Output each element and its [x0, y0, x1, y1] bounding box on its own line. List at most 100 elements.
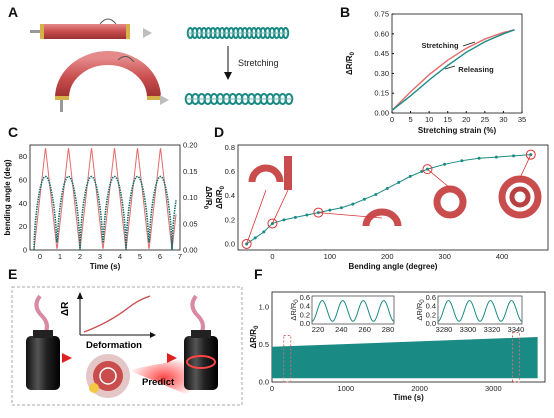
chart-d-point: [328, 208, 332, 212]
chart-c-xtick: 0: [38, 252, 42, 261]
chart-d-ytick: 0.6: [225, 167, 235, 176]
chart-b-xtick: 20: [462, 115, 470, 124]
panel-a-coil-top: [186, 27, 290, 39]
panel-a-stretch-arrow: [224, 46, 232, 80]
chart-b-xtick: 35: [518, 115, 526, 124]
chart-d-point: [362, 197, 366, 201]
chart-c-xtick: 2: [78, 252, 82, 261]
chart-d-fiber-coil-outer: [498, 175, 542, 219]
chart-f: 0 1000 2000 3000 0.0 0.5 1.0 Time (s) ΔR/R0 220 24…: [249, 291, 546, 402]
chart-d-fiber-loop: [433, 185, 467, 219]
chart-f-inset-frame: [311, 295, 395, 325]
chart-f-inset-frame: [437, 295, 523, 325]
chart-c: 0 1 2 3 4 5 6 7 0 20 40 60 80 0.00 0.05 0.10 0.15 0.20 Tim…: [3, 141, 213, 272]
panel-e-letter: E: [8, 266, 17, 282]
chart-f-ylabel: ΔR/R0: [249, 325, 260, 349]
chart-f-xtick: 2000: [411, 384, 428, 393]
chart-f-inset-ytick: 0.6: [300, 293, 310, 302]
chart-f-inset-ytick: 0.4: [300, 302, 310, 311]
chart-d-ylabel: ΔR/R0: [215, 185, 226, 209]
chart-d-point: [494, 155, 498, 159]
chart-d-highlight-circle: [422, 164, 433, 175]
chart-d-xtick: 100: [324, 252, 337, 261]
chart-d-xtick: 400: [496, 252, 509, 261]
predict-beam: [128, 356, 200, 400]
chart-f-inset-ytick: 0.0: [300, 319, 310, 328]
panel-e-frame: [11, 286, 243, 406]
chart-d-ytick: 0.8: [225, 143, 235, 152]
chart-c-ytick-right: 0.20: [183, 141, 198, 150]
chart-d-point: [262, 230, 266, 234]
chart-b-arrow-down: [444, 65, 456, 70]
chart-c-xtick: 5: [138, 252, 142, 261]
chart-b-xtick: 30: [499, 115, 507, 124]
chart-c-ytick-right: 0.15: [183, 167, 198, 176]
chart-f-inset-ytick: 0.2: [300, 310, 310, 319]
chart-c-ytick-left: 0: [23, 246, 27, 255]
chart-d-point: [443, 162, 447, 166]
chart-b-legend-releasing: Releasing: [458, 65, 494, 74]
chart-b-xtick: 10: [425, 115, 433, 124]
bottle-left-icon: [26, 294, 60, 390]
chart-b: 0 5 10 15 20 25 30 35 0.00 0.15 0.30 0.45 0.60 0.75 St…: [345, 10, 526, 136]
chart-d-point: [397, 180, 401, 184]
chart-b-ytick: 0.60: [374, 29, 389, 38]
chart-f-inset-ytick: 0.2: [426, 310, 436, 319]
panel-d-letter: D: [214, 124, 224, 140]
chart-f-marker-1: [283, 335, 292, 383]
chart-c-ytick-right: 0.05: [183, 219, 198, 228]
chart-d-line: [246, 154, 531, 245]
chart-f-inset-xtick: 240: [335, 325, 348, 334]
panel-a-arrow-right-1: [143, 28, 152, 38]
chart-d-ytick: 0.4: [225, 191, 235, 200]
chart-d-ytick: 0.0: [225, 239, 235, 248]
chart-b-ytick: 0.00: [374, 109, 389, 118]
chart-d-point: [385, 186, 389, 190]
panel-a-arrow-right-2: [160, 95, 169, 105]
chart-b-xtick: 25: [481, 115, 489, 124]
chart-f-xtick: 1000: [337, 384, 354, 393]
panel-a-letter: A: [8, 4, 18, 20]
chart-b-xtick: 15: [444, 115, 452, 124]
panel-e-predict: Predict: [142, 377, 175, 388]
chart-d-point: [408, 174, 412, 178]
chart-f-band: [272, 337, 538, 379]
arrow-red-2-icon: [167, 353, 177, 363]
chart-b-xtick: 0: [390, 115, 394, 124]
chart-c-ytick-left: 20: [19, 222, 27, 231]
chart-c-ylabel-left: bending angle (deg): [3, 159, 12, 235]
chart-f-xtick: 0: [270, 384, 274, 393]
chart-c-xlabel: Time (s): [90, 262, 121, 271]
chart-d-ytick: 0.2: [225, 215, 235, 224]
chart-d-connector: [272, 189, 289, 224]
chart-c-ylabel-right: ΔR/R0: [202, 186, 213, 210]
chart-f-inset-ytick: 0.0: [426, 319, 436, 328]
chart-b-series-line: [391, 29, 515, 111]
chart-c-xtick: 1: [58, 252, 62, 261]
chart-f-xlabel: Time (s): [393, 393, 424, 402]
chart-c-xtick: 3: [98, 252, 102, 261]
chart-d-connector: [246, 189, 267, 245]
chart-d-point: [374, 192, 378, 196]
chart-f-inset-xtick: 3340: [508, 325, 525, 334]
chart-d-connector: [318, 212, 383, 219]
brain-head-icon: [86, 354, 130, 398]
chart-d-fiber-coil-inner: [509, 186, 531, 208]
panel-a-bent-fiber: [55, 51, 161, 112]
chart-d-point: [420, 170, 424, 174]
panel-a-stretching-text: Stretching: [238, 58, 279, 68]
panel-b-letter: B: [340, 4, 350, 20]
chart-f-inset-xtick: 3300: [460, 325, 477, 334]
chart-d-highlight-circle: [267, 218, 278, 229]
panel-e-deformation: Deformation: [86, 340, 142, 351]
chart-d-xtick: 200: [381, 252, 394, 261]
chart-c-ytick-left: 80: [19, 152, 27, 161]
chart-d-xtick: 300: [438, 252, 451, 261]
chart-f-inset-line: [311, 300, 395, 322]
deformation-plot-icon: [77, 292, 156, 338]
panel-c-letter: C: [8, 124, 18, 140]
chart-c-xtick: 4: [118, 252, 122, 261]
chart-f-inset-ytick: 0.4: [426, 302, 436, 311]
chart-d-point: [460, 159, 464, 163]
chart-d-fiber-bend-2: [362, 208, 402, 227]
